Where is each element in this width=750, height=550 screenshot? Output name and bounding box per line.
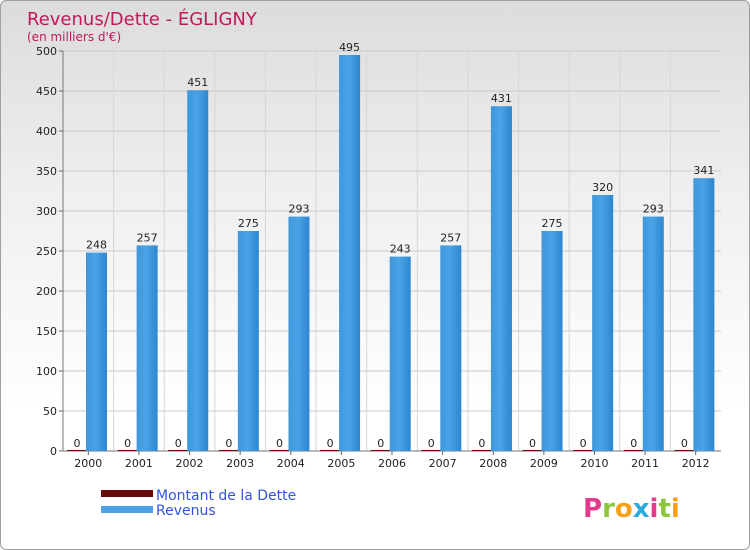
bar-dette <box>269 450 290 451</box>
data-label-revenus: 451 <box>187 76 208 89</box>
y-tick-label: 350 <box>36 165 57 178</box>
logo-letter: o <box>615 494 633 524</box>
data-label-dette: 0 <box>74 437 81 450</box>
data-label-dette: 0 <box>529 437 536 450</box>
logo-letter: r <box>602 494 615 524</box>
chart-title: Revenus/Dette - ÉGLIGNY <box>27 8 258 30</box>
bar-dette <box>117 450 138 451</box>
y-tick-label: 150 <box>36 325 57 338</box>
x-tick-label: 2002 <box>176 457 204 470</box>
data-label-dette: 0 <box>276 437 283 450</box>
legend-swatch-revenus <box>101 506 153 513</box>
legend: Montant de la Dette Revenus <box>101 488 296 519</box>
data-label-dette: 0 <box>478 437 485 450</box>
data-label-revenus: 275 <box>238 217 259 230</box>
axes: 0 50 100 150 200 250 300 350 400 450 500 2000 2001 20… <box>36 45 721 470</box>
bar-dette <box>67 450 87 451</box>
x-tick-label: 2011 <box>631 457 659 470</box>
data-label-dette: 0 <box>225 437 232 450</box>
data-label-dette: 0 <box>630 437 637 450</box>
bar-revenus <box>642 216 664 451</box>
data-label-revenus: 495 <box>339 41 360 54</box>
x-tick-label: 2005 <box>327 457 355 470</box>
bar-revenus <box>237 231 259 451</box>
bar-dette <box>370 450 391 451</box>
y-tick-label: 100 <box>36 365 57 378</box>
x-tick-label: 2000 <box>74 457 102 470</box>
x-tick-label: 2010 <box>580 457 608 470</box>
x-tick-label: 2012 <box>682 457 710 470</box>
data-label-revenus: 257 <box>440 231 461 244</box>
bar-revenus <box>389 256 411 451</box>
bar-dette <box>421 450 442 451</box>
data-label-dette: 0 <box>124 437 131 450</box>
bar-dette <box>320 450 341 451</box>
bar-revenus <box>693 178 715 451</box>
y-tick-label: 450 <box>36 85 57 98</box>
bar-dette <box>623 450 644 451</box>
legend-swatch-debt <box>101 490 153 497</box>
x-tick-label: 2003 <box>226 457 254 470</box>
x-tick-label: 2004 <box>277 457 305 470</box>
data-label-revenus: 293 <box>288 203 309 216</box>
x-tick-label: 2008 <box>479 457 507 470</box>
proxiti-logo: Proxiti <box>583 494 680 524</box>
bar-revenus <box>541 231 563 451</box>
legend-label-debt: Montant de la Dette <box>156 488 296 504</box>
bar-revenus <box>592 195 614 451</box>
bar-revenus <box>339 55 361 451</box>
data-label-revenus: 248 <box>86 239 107 252</box>
y-tick-label: 400 <box>36 125 57 138</box>
bar-dette <box>573 450 594 451</box>
data-labels: 0 248 0 257 0 451 0 275 0 293 0 495 0 243 0 257 0 431 0 275… <box>74 41 715 450</box>
chart-subtitle: (en milliers d'€) <box>27 30 121 44</box>
y-tick-label: 500 <box>36 45 57 58</box>
data-label-dette: 0 <box>580 437 587 450</box>
bar-dette <box>218 450 239 451</box>
bar-dette <box>471 450 492 451</box>
legend-label-revenus: Revenus <box>156 503 216 519</box>
y-tick-label: 0 <box>50 445 57 458</box>
y-tick-label: 200 <box>36 285 57 298</box>
y-tick-label: 300 <box>36 205 57 218</box>
data-label-dette: 0 <box>377 437 384 450</box>
data-label-dette: 0 <box>175 437 182 450</box>
x-tick-label: 2007 <box>429 457 457 470</box>
bar-dette <box>168 450 189 451</box>
data-label-revenus: 257 <box>137 231 158 244</box>
bar-revenus <box>490 106 512 451</box>
bar-dette <box>522 450 543 451</box>
data-label-revenus: 431 <box>491 92 512 105</box>
bar-revenus <box>136 245 158 451</box>
x-tick-label: 2009 <box>530 457 558 470</box>
bar-revenus <box>440 245 462 451</box>
data-label-revenus: 293 <box>643 203 664 216</box>
data-label-dette: 0 <box>681 437 688 450</box>
bar-revenus <box>86 252 107 451</box>
logo-letter: P <box>583 494 602 524</box>
gridlines <box>63 50 721 451</box>
data-label-revenus: 341 <box>693 164 714 177</box>
data-label-revenus: 243 <box>390 243 411 256</box>
bar-dette <box>674 450 695 451</box>
bars <box>67 55 715 451</box>
data-label-revenus: 275 <box>542 217 563 230</box>
data-label-dette: 0 <box>428 437 435 450</box>
bar-revenus <box>288 216 310 451</box>
y-tick-label: 50 <box>43 405 57 418</box>
data-label-revenus: 320 <box>592 181 613 194</box>
x-tick-label: 2001 <box>125 457 153 470</box>
logo-letter: t <box>658 494 670 524</box>
y-tick-label: 250 <box>36 245 57 258</box>
x-tick-label: 2006 <box>378 457 406 470</box>
logo-letter: x <box>633 494 650 524</box>
logo-letter: i <box>671 494 680 524</box>
logo-letter: i <box>650 494 659 524</box>
bar-revenus <box>187 90 209 451</box>
data-label-dette: 0 <box>327 437 334 450</box>
